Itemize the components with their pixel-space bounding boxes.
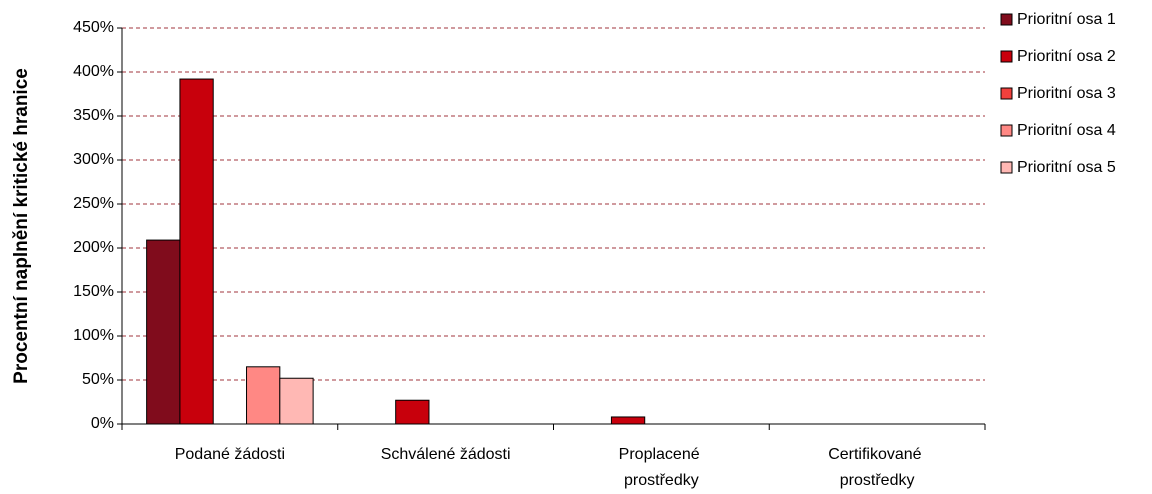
legend-swatch [1000, 161, 1013, 174]
y-tick-label: 0% [91, 415, 114, 432]
legend-swatch [1000, 87, 1013, 100]
y-tick-label: 150% [73, 283, 114, 300]
y-tick-label: 100% [73, 327, 114, 344]
bar [246, 366, 281, 425]
legend-label: Prioritní osa 5 [1017, 159, 1116, 176]
bar [146, 239, 181, 425]
bar [395, 399, 430, 425]
legend-label: Prioritní osa 1 [1017, 11, 1116, 28]
bar [610, 416, 646, 425]
x-tick-label: Proplacené prostředky [619, 446, 704, 489]
bar [279, 377, 314, 425]
y-tick-label: 350% [73, 107, 114, 124]
x-tick-label: Podané žádosti [175, 446, 285, 463]
y-tick-label: 400% [73, 63, 114, 80]
y-tick-label: 50% [82, 371, 114, 388]
x-tick-label: Schválené žádosti [381, 446, 511, 463]
legend-swatch [1000, 50, 1013, 63]
legend-label: Prioritní osa 3 [1017, 85, 1116, 102]
bar [179, 78, 214, 425]
legend-swatch [1000, 13, 1013, 26]
legend-label: Prioritní osa 4 [1017, 122, 1116, 139]
y-tick-label: 450% [73, 19, 114, 36]
legend-swatch [1000, 124, 1013, 137]
y-tick-label: 200% [73, 239, 114, 256]
y-tick-label: 250% [73, 195, 114, 212]
y-tick-label: 300% [73, 151, 114, 168]
legend-label: Prioritní osa 2 [1017, 48, 1116, 65]
x-tick-label: Certifikované prostředky [828, 446, 926, 489]
y-axis-label: Procentní naplnění kritické hranice [11, 68, 32, 384]
